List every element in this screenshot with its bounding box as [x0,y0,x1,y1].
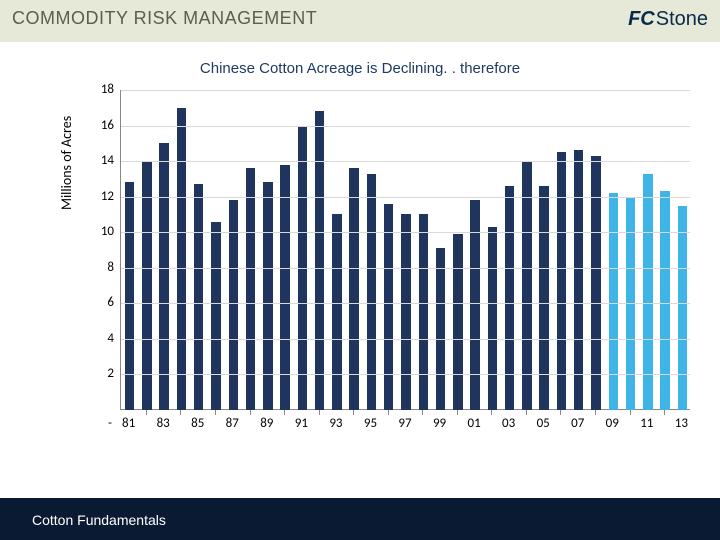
x-tick [353,410,354,415]
x-tick-label: 91 [289,416,313,431]
x-tick-label: 99 [428,416,452,431]
gridline [121,90,690,91]
gridline [121,268,690,269]
footer-band: Cotton Fundamentals [0,498,720,540]
bar [660,191,670,410]
bar [557,152,567,410]
y-origin-dash: - [108,415,112,429]
x-tick-label: 03 [497,416,521,431]
x-tick [630,410,631,415]
y-tick-label: 12 [84,189,114,204]
bar [401,214,411,410]
x-tick [319,410,320,415]
bars-container [121,90,690,410]
gridline [121,374,690,375]
bar [419,214,429,410]
chart-title: Chinese Cotton Acreage is Declining. . t… [0,60,720,77]
bar [125,182,135,410]
slide: COMMODITY RISK MANAGEMENT FC Stone Chine… [0,0,720,540]
y-tick-label: 2 [84,366,114,381]
logo-fc-text: FC [628,8,655,31]
bar [678,206,688,410]
x-tick-label: 97 [393,416,417,431]
y-tick-label: 10 [84,224,114,239]
bar [505,186,515,410]
gridline [121,126,690,127]
chart-area: Millions of Acres - 24681012141618 81838… [60,90,700,460]
y-tick-label: 16 [84,118,114,133]
bar [591,156,601,410]
x-tick [250,410,251,415]
x-tick [388,410,389,415]
y-tick-label: 6 [84,295,114,310]
bar [539,186,549,410]
gridline [121,232,690,233]
x-tick [146,410,147,415]
brand-logo: FC Stone [628,4,708,34]
x-tick [457,410,458,415]
bar [453,234,463,410]
gridline [121,197,690,198]
bar [263,182,273,410]
bar [522,161,532,410]
y-axis-label: Millions of Acres [58,116,75,210]
y-tick-label: 4 [84,331,114,346]
x-tick-label: 09 [600,416,624,431]
x-tick-label: 13 [669,416,693,431]
bar [211,222,221,410]
gridline [121,303,690,304]
bar [574,150,584,410]
x-tick [284,410,285,415]
logo-stone-text: Stone [656,8,708,31]
x-tick-label: 11 [635,416,659,431]
bar [436,248,446,410]
x-tick-label: 95 [358,416,382,431]
y-tick-label: 8 [84,260,114,275]
bar [488,227,498,410]
bar [280,165,290,410]
x-tick [595,410,596,415]
x-tick [215,410,216,415]
x-tick-label: 93 [324,416,348,431]
footer-text: Cotton Fundamentals [32,512,166,528]
header-band: COMMODITY RISK MANAGEMENT FC Stone [0,0,720,42]
bar [609,193,619,410]
x-tick-label: 85 [186,416,210,431]
x-tick [560,410,561,415]
x-tick-label: 05 [531,416,555,431]
y-tick-label: 18 [84,82,114,97]
x-tick [664,410,665,415]
x-tick [491,410,492,415]
gridline [121,161,690,162]
x-tick-label: 01 [462,416,486,431]
header-title: COMMODITY RISK MANAGEMENT [12,8,317,29]
bar [194,184,204,410]
x-tick-label: 87 [220,416,244,431]
bar [159,143,169,410]
x-tick [526,410,527,415]
x-tick-label: 81 [117,416,141,431]
x-tick-label: 89 [255,416,279,431]
bar [142,161,152,410]
x-tick-label: 83 [151,416,175,431]
x-tick [422,410,423,415]
bar [315,111,325,410]
bar [384,204,394,410]
x-tick [180,410,181,415]
gridline [121,339,690,340]
bar [332,214,342,410]
bar [177,108,187,410]
x-tick-label: 07 [566,416,590,431]
y-tick-label: 14 [84,153,114,168]
plot [120,90,690,410]
